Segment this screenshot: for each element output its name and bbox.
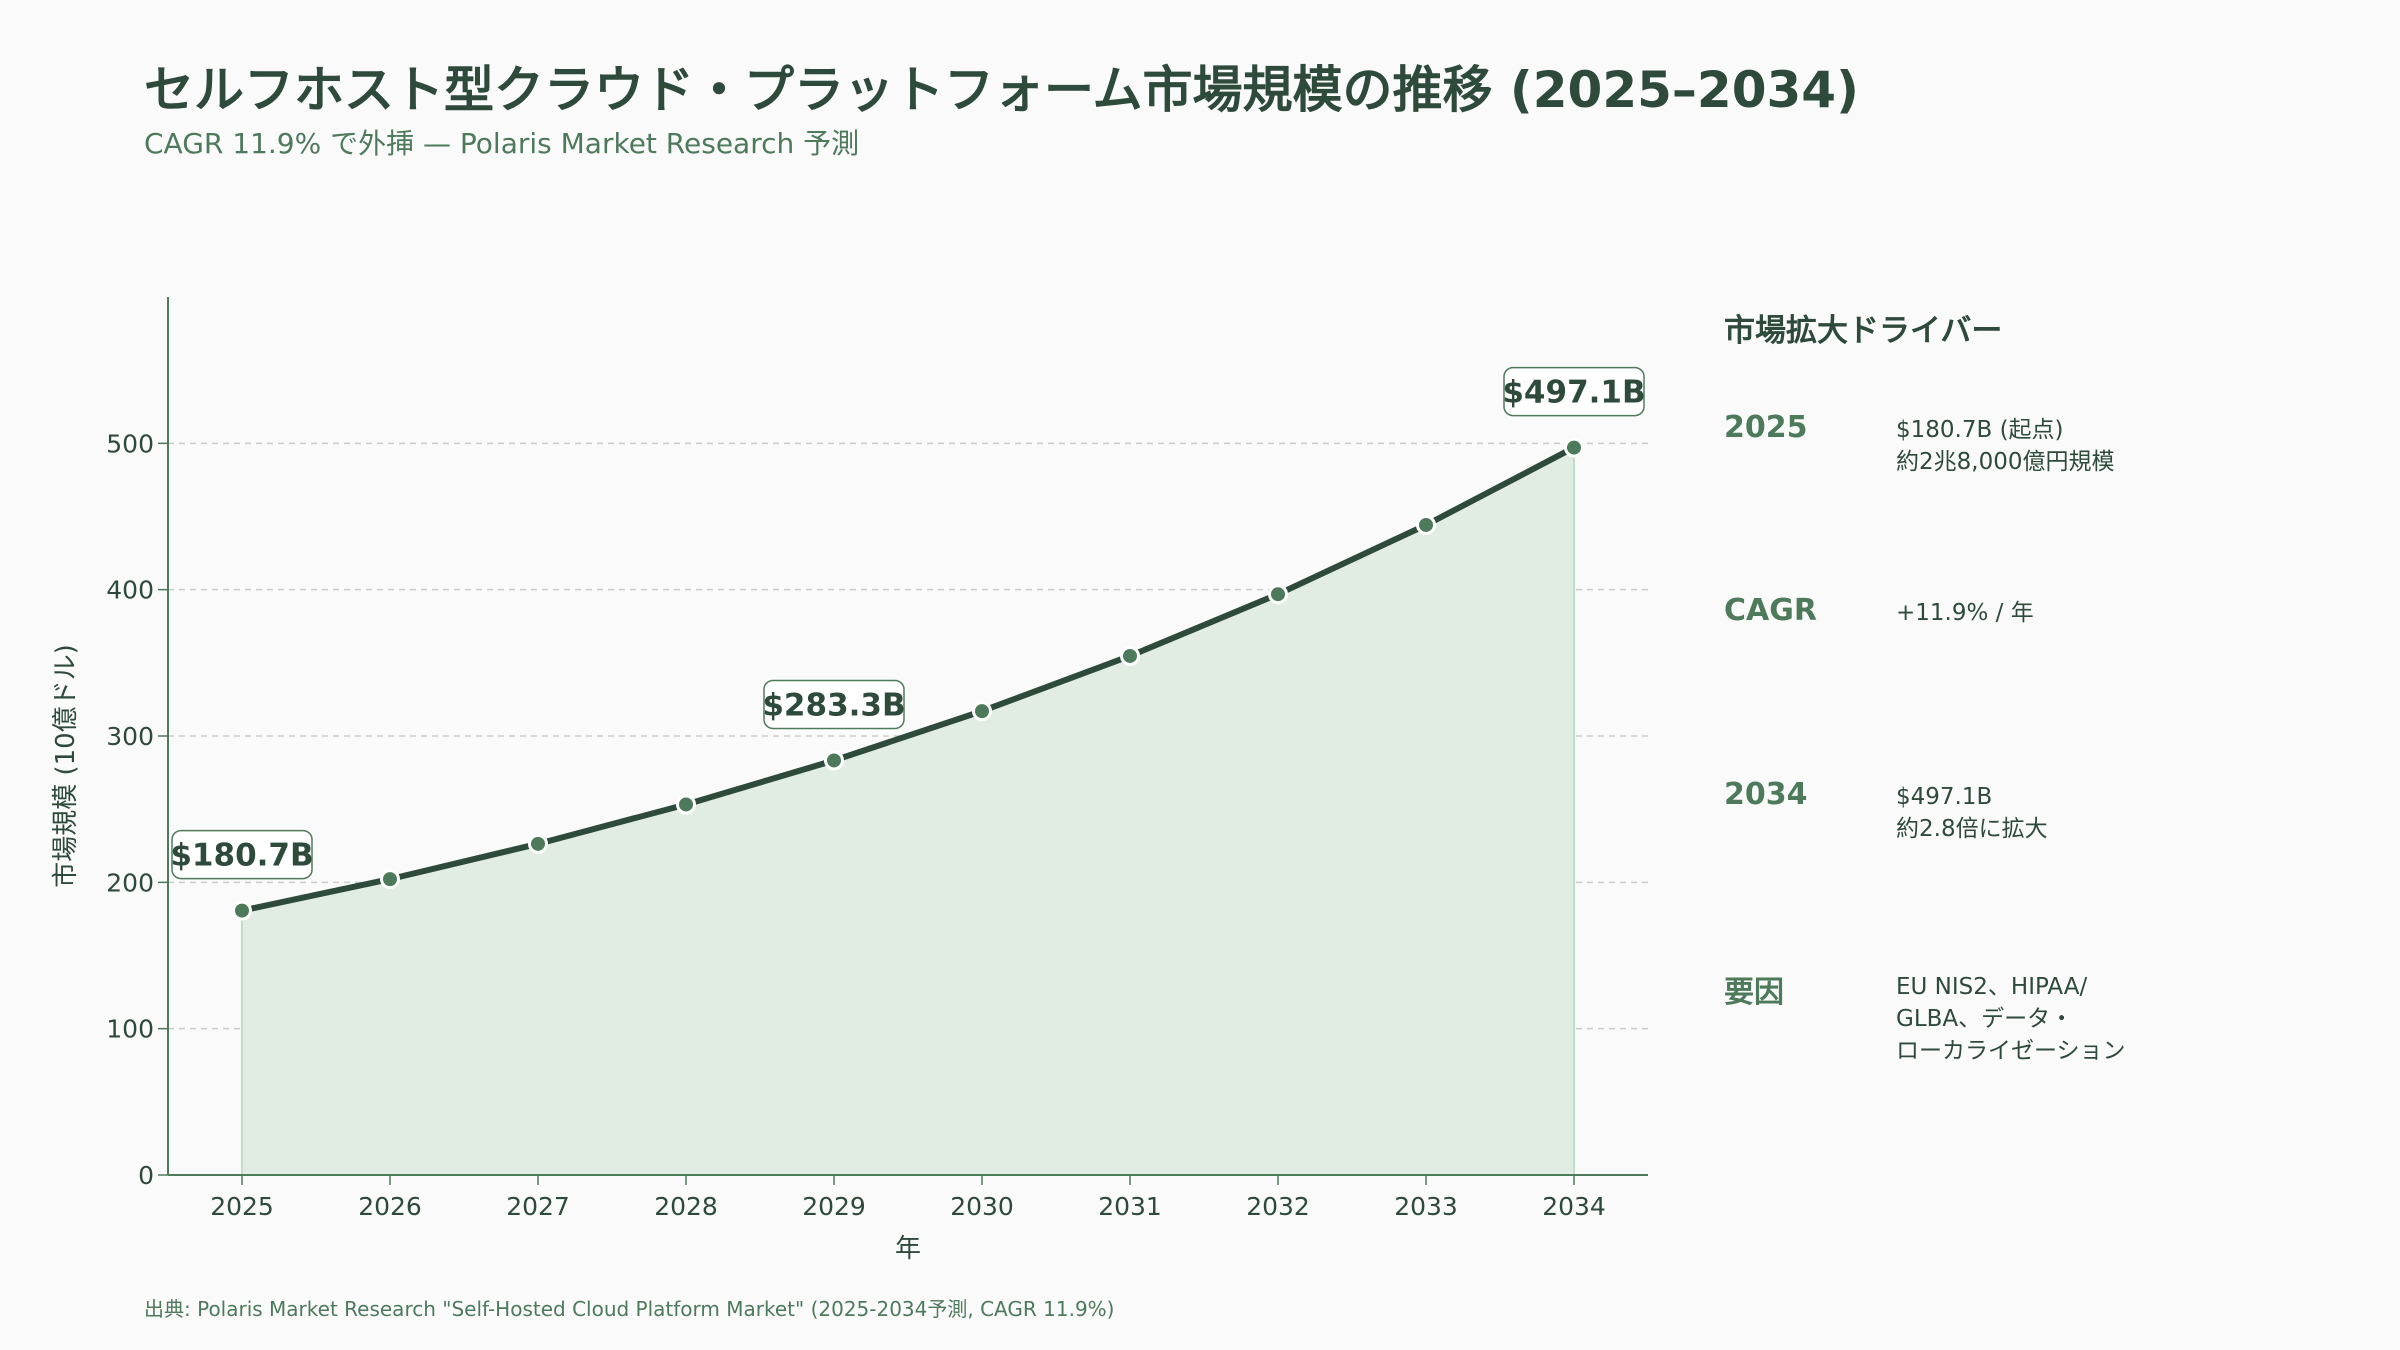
- driver-value-line: $180.7B (起点): [1896, 417, 2064, 443]
- area-fill-shape: [242, 447, 1574, 1175]
- driver-value: $497.1B 約2.8倍に拡大: [1896, 781, 2048, 845]
- data-point: [1416, 514, 1436, 535]
- data-point: [380, 869, 400, 890]
- x-tick-label: 2027: [506, 1192, 570, 1221]
- x-tick-label: 2029: [802, 1192, 866, 1221]
- data-point: [528, 833, 548, 854]
- driver-value-line: EU NIS2、HIPAA/: [1896, 974, 2088, 1000]
- data-point: [824, 750, 844, 771]
- callout-box: [171, 829, 313, 880]
- callout-label: $283.3B: [762, 687, 905, 723]
- x-axis-label: 年: [895, 1234, 921, 1264]
- drivers-panel: 市場拡大ドライバー 2025 $180.7B (起点) 約2兆8,000億円規模 CA…: [1724, 305, 2364, 1064]
- y-tick-label: 300: [106, 722, 154, 751]
- data-point: [1564, 437, 1584, 458]
- value-callouts: $180.7B $283.3B $497.1B: [170, 366, 1646, 880]
- source-note: 出典: Polaris Market Research "Self-Hosted…: [144, 1297, 1115, 1321]
- driver-key: 2034: [1724, 777, 1808, 812]
- axes: 0 100 200 300 400 500 2025 2026 2027 2028 2029 2030…: [106, 297, 1648, 1221]
- driver-key: 要因: [1724, 975, 1784, 1010]
- driver-value-line: ローカライゼーション: [1896, 1038, 2126, 1064]
- x-tick-label: 2032: [1246, 1192, 1310, 1221]
- y-tick-label: 400: [106, 576, 154, 605]
- area-fill: [241, 447, 1575, 1175]
- x-tick-label: 2025: [210, 1192, 274, 1221]
- callout-box: [1503, 366, 1645, 417]
- x-tick-label: 2031: [1098, 1192, 1162, 1221]
- driver-value-line: 約2.8倍に拡大: [1896, 816, 2048, 842]
- y-axis-label: 市場規模 (10億ドル): [51, 644, 81, 888]
- driver-value-line: GLBA、データ・: [1896, 1006, 2074, 1032]
- x-tick-label: 2033: [1394, 1192, 1458, 1221]
- series-line: [239, 444, 1577, 914]
- series-polyline: [239, 444, 1577, 914]
- chart-subtitle: CAGR 11.9% で外挿 — Polaris Market Research…: [144, 127, 860, 160]
- driver-key: 2025: [1724, 410, 1808, 445]
- chart-title: セルフホスト型クラウド・プラットフォーム市場規模の推移 (2025–2034): [144, 61, 1859, 119]
- data-point: [676, 794, 696, 815]
- drivers-heading: 市場拡大ドライバー: [1724, 313, 2003, 349]
- callout-box: [763, 679, 905, 730]
- driver-value: +11.9% / 年: [1896, 597, 2034, 629]
- callout-label: $180.7B: [170, 838, 313, 874]
- callout-label: $497.1B: [1502, 375, 1645, 411]
- x-tick-label: 2030: [950, 1192, 1014, 1221]
- data-point: [1120, 645, 1140, 666]
- y-tick-label: 500: [106, 429, 154, 458]
- y-tick-label: 0: [138, 1161, 154, 1190]
- driver-value-line: 約2兆8,000億円規模: [1896, 449, 2115, 475]
- driver-value: EU NIS2、HIPAA/GLBA、データ・ローカライゼーション: [1896, 971, 2126, 1067]
- driver-value: $180.7B (起点) 約2兆8,000億円規模: [1896, 414, 2114, 478]
- data-point: [1268, 584, 1288, 605]
- data-point: [232, 900, 252, 921]
- y-tick-label: 200: [106, 868, 154, 897]
- x-tick-label: 2026: [358, 1192, 422, 1221]
- data-points: [232, 437, 1584, 921]
- driver-key: CAGR: [1724, 593, 1817, 628]
- y-tick-label: 100: [106, 1015, 154, 1044]
- data-point: [972, 701, 992, 722]
- driver-value-line: +11.9% / 年: [1896, 600, 2034, 626]
- x-tick-label: 2028: [654, 1192, 718, 1221]
- driver-value-line: $497.1B: [1896, 784, 1993, 810]
- x-tick-label: 2034: [1542, 1192, 1606, 1221]
